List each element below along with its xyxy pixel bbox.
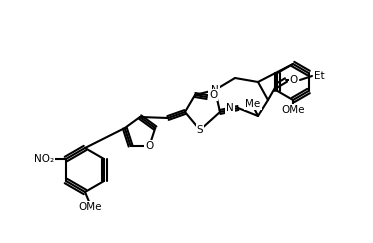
Text: OMe: OMe — [281, 105, 305, 115]
Text: Et: Et — [314, 71, 324, 81]
Text: Me: Me — [245, 99, 261, 109]
Text: N: N — [211, 85, 219, 95]
Text: O: O — [290, 75, 298, 85]
Text: O: O — [209, 90, 217, 100]
Text: S: S — [197, 125, 203, 135]
Text: OMe: OMe — [78, 202, 102, 212]
Text: O: O — [145, 141, 154, 151]
Text: N: N — [226, 103, 234, 113]
Text: NO₂: NO₂ — [34, 154, 54, 164]
